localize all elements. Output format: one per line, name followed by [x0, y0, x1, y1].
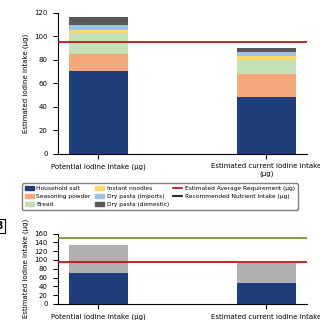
Text: B: B	[0, 221, 3, 231]
Bar	[237, 56, 296, 60]
Bar	[69, 25, 128, 30]
Bar	[237, 52, 296, 56]
Bar	[237, 74, 296, 97]
Y-axis label: Estimated iodine intake (µg): Estimated iodine intake (µg)	[22, 34, 29, 133]
Bar	[69, 71, 128, 154]
Bar	[69, 244, 128, 273]
Y-axis label: Estimated iodine intake (µg): Estimated iodine intake (µg)	[22, 219, 29, 318]
Bar	[69, 33, 128, 54]
Bar	[237, 60, 296, 74]
Bar	[69, 273, 128, 304]
Bar	[69, 54, 128, 71]
Bar	[69, 30, 128, 33]
Bar	[69, 18, 128, 25]
Legend: Household salt, Seasoning powder, Bread, Instant noodles, Dry pasta (imports), D: Household salt, Seasoning powder, Bread,…	[22, 183, 298, 210]
Bar	[237, 97, 296, 154]
Bar	[237, 283, 296, 304]
Bar	[237, 48, 296, 52]
Bar	[237, 263, 296, 283]
